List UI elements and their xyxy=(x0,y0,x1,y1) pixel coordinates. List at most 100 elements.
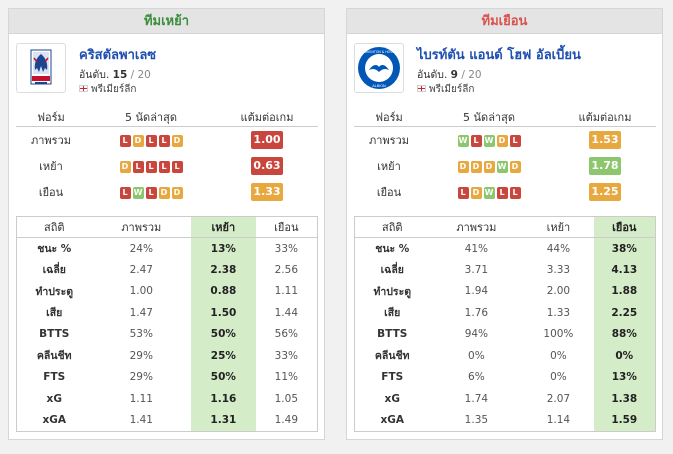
england-flag-icon xyxy=(417,85,426,92)
result-badge[interactable]: D xyxy=(470,186,482,199)
result-badge[interactable]: W xyxy=(132,186,144,199)
stats-value: 24% xyxy=(129,242,153,255)
result-badge[interactable]: L xyxy=(145,160,157,173)
result-badge[interactable]: L xyxy=(509,186,521,199)
stats-row-label: ชนะ % xyxy=(37,243,72,255)
stats-value: 1.35 xyxy=(464,414,489,426)
stats-row-label: เสีย xyxy=(384,307,401,320)
stats-value: 2.07 xyxy=(546,392,571,405)
home-team-rank: อันดับ. 15 / 20 xyxy=(79,69,151,81)
stats-value: 0% xyxy=(550,349,567,362)
result-badge[interactable]: L xyxy=(158,134,170,147)
away-league[interactable]: พรีเมียร์ลีก xyxy=(417,82,474,97)
stats-value: 1.49 xyxy=(274,414,299,426)
stats-value: 13% xyxy=(593,366,656,388)
result-badge[interactable]: L xyxy=(496,186,508,199)
result-badge[interactable]: L xyxy=(457,186,469,199)
svg-text:BRIGHTON & HOVE: BRIGHTON & HOVE xyxy=(364,50,395,54)
home-team-name[interactable]: คริสตัลพาเลซ xyxy=(79,48,157,63)
stats-row: BTTS 53% 50% 56% xyxy=(17,323,318,345)
stats-row: FTS 6% 0% 13% xyxy=(355,366,656,388)
result-badge[interactable]: L xyxy=(470,134,482,147)
result-badge[interactable]: D xyxy=(158,186,170,199)
result-badge[interactable]: L xyxy=(145,134,157,147)
stats-value: 1.76 xyxy=(464,306,489,319)
stats-row: FTS 29% 50% 11% xyxy=(17,366,318,388)
ppg-header: แต้มต่อเกม xyxy=(554,108,656,127)
home-league[interactable]: พรีเมียร์ลีก xyxy=(79,82,136,97)
result-badge[interactable]: D xyxy=(171,186,183,199)
away-team-name[interactable]: ไบรท์ตัน แอนด์ โฮฟ อัลเบี้ยน xyxy=(417,48,581,63)
stats-value: 100% xyxy=(543,328,574,341)
stats-value: 1.14 xyxy=(546,414,571,426)
svg-text:ALBION: ALBION xyxy=(372,84,386,88)
stats-value: 3.71 xyxy=(464,263,489,276)
result-badge[interactable]: D xyxy=(171,134,183,147)
result-badge[interactable]: L xyxy=(171,160,183,173)
ppg-badge: 1.53 xyxy=(589,130,621,149)
ppg-cell: 1.33 xyxy=(216,179,318,205)
stats-value: 2.25 xyxy=(593,302,656,324)
form-row: ภาพรวม L D L L D 1.00 xyxy=(16,127,318,153)
stats-value: 2.56 xyxy=(274,263,299,276)
stats-row-label: เฉลี่ย xyxy=(380,264,404,277)
result-badge[interactable]: D xyxy=(496,134,508,147)
stats-value: 1.38 xyxy=(593,388,656,410)
ppg-cell: 1.53 xyxy=(554,127,656,153)
stats-value: 1.00 xyxy=(129,285,153,298)
stats-row-label: BTTS xyxy=(377,328,408,341)
result-badge[interactable]: W xyxy=(483,134,495,147)
stats-value: 1.16 xyxy=(191,388,256,410)
result-badge[interactable]: L xyxy=(119,186,131,199)
stats-value: 0% xyxy=(593,345,656,367)
stats-header-cell: สถิติ xyxy=(16,216,92,238)
stats-row: ชนะ % 41% 44% 38% xyxy=(355,237,656,259)
result-badge[interactable]: D xyxy=(457,160,469,173)
away-panel-title: ทีมเยือน xyxy=(347,9,662,34)
result-badge[interactable]: D xyxy=(470,160,482,173)
form-row-label: เหย้า xyxy=(377,159,401,173)
stats-value: 29% xyxy=(129,349,153,362)
stats-value: 56% xyxy=(274,328,298,341)
ppg-badge: 1.25 xyxy=(589,182,621,201)
result-badge[interactable]: L xyxy=(132,160,144,173)
stats-value: 25% xyxy=(191,345,256,367)
form-row-label: เยือน xyxy=(38,185,64,199)
stats-row-label: FTS xyxy=(43,371,66,384)
result-badge[interactable]: L xyxy=(509,134,521,147)
stats-value: 29% xyxy=(129,371,153,384)
result-badge[interactable]: D xyxy=(483,160,495,173)
stats-row-label: xG xyxy=(384,392,400,405)
result-badge[interactable]: W xyxy=(496,160,508,173)
stats-value: 33% xyxy=(274,349,298,362)
result-badge[interactable]: D xyxy=(509,160,521,173)
last5-header: 5 นัดล่าสุด xyxy=(86,108,216,127)
stats-value: 1.31 xyxy=(191,409,256,431)
result-badge[interactable]: D xyxy=(132,134,144,147)
result-badge[interactable]: W xyxy=(483,186,495,199)
crystal-palace-logo-icon[interactable] xyxy=(16,43,66,93)
stats-row: เสีย 1.47 1.50 1.44 xyxy=(17,302,318,324)
away-team-panel: ทีมเยือน BRIGHTON & HOVE ALBION ไบรท์ตัน… xyxy=(346,8,663,440)
stats-value: 1.94 xyxy=(464,285,489,298)
form-row: ภาพรวม W L W D L 1.53 xyxy=(354,127,656,153)
ppg-badge: 1.00 xyxy=(251,130,283,149)
result-badge[interactable]: L xyxy=(158,160,170,173)
stats-row: ทำประตู 1.94 2.00 1.88 xyxy=(355,280,656,302)
stats-value: 1.44 xyxy=(274,306,299,319)
stats-row-label: xGA xyxy=(380,414,405,426)
stats-row-label: xG xyxy=(46,392,62,405)
stats-value: 41% xyxy=(464,242,489,255)
stats-value: 0.88 xyxy=(191,280,256,302)
result-badge[interactable]: L xyxy=(145,186,157,199)
result-badge[interactable]: W xyxy=(457,134,469,147)
stats-row-label: ทำประตู xyxy=(35,285,74,298)
stats-value: 1.59 xyxy=(593,409,656,431)
result-badge[interactable]: L xyxy=(119,134,131,147)
stats-row: xG 1.11 1.16 1.05 xyxy=(17,388,318,410)
result-badge[interactable]: D xyxy=(119,160,131,173)
brighton-logo-icon[interactable]: BRIGHTON & HOVE ALBION xyxy=(354,43,404,93)
